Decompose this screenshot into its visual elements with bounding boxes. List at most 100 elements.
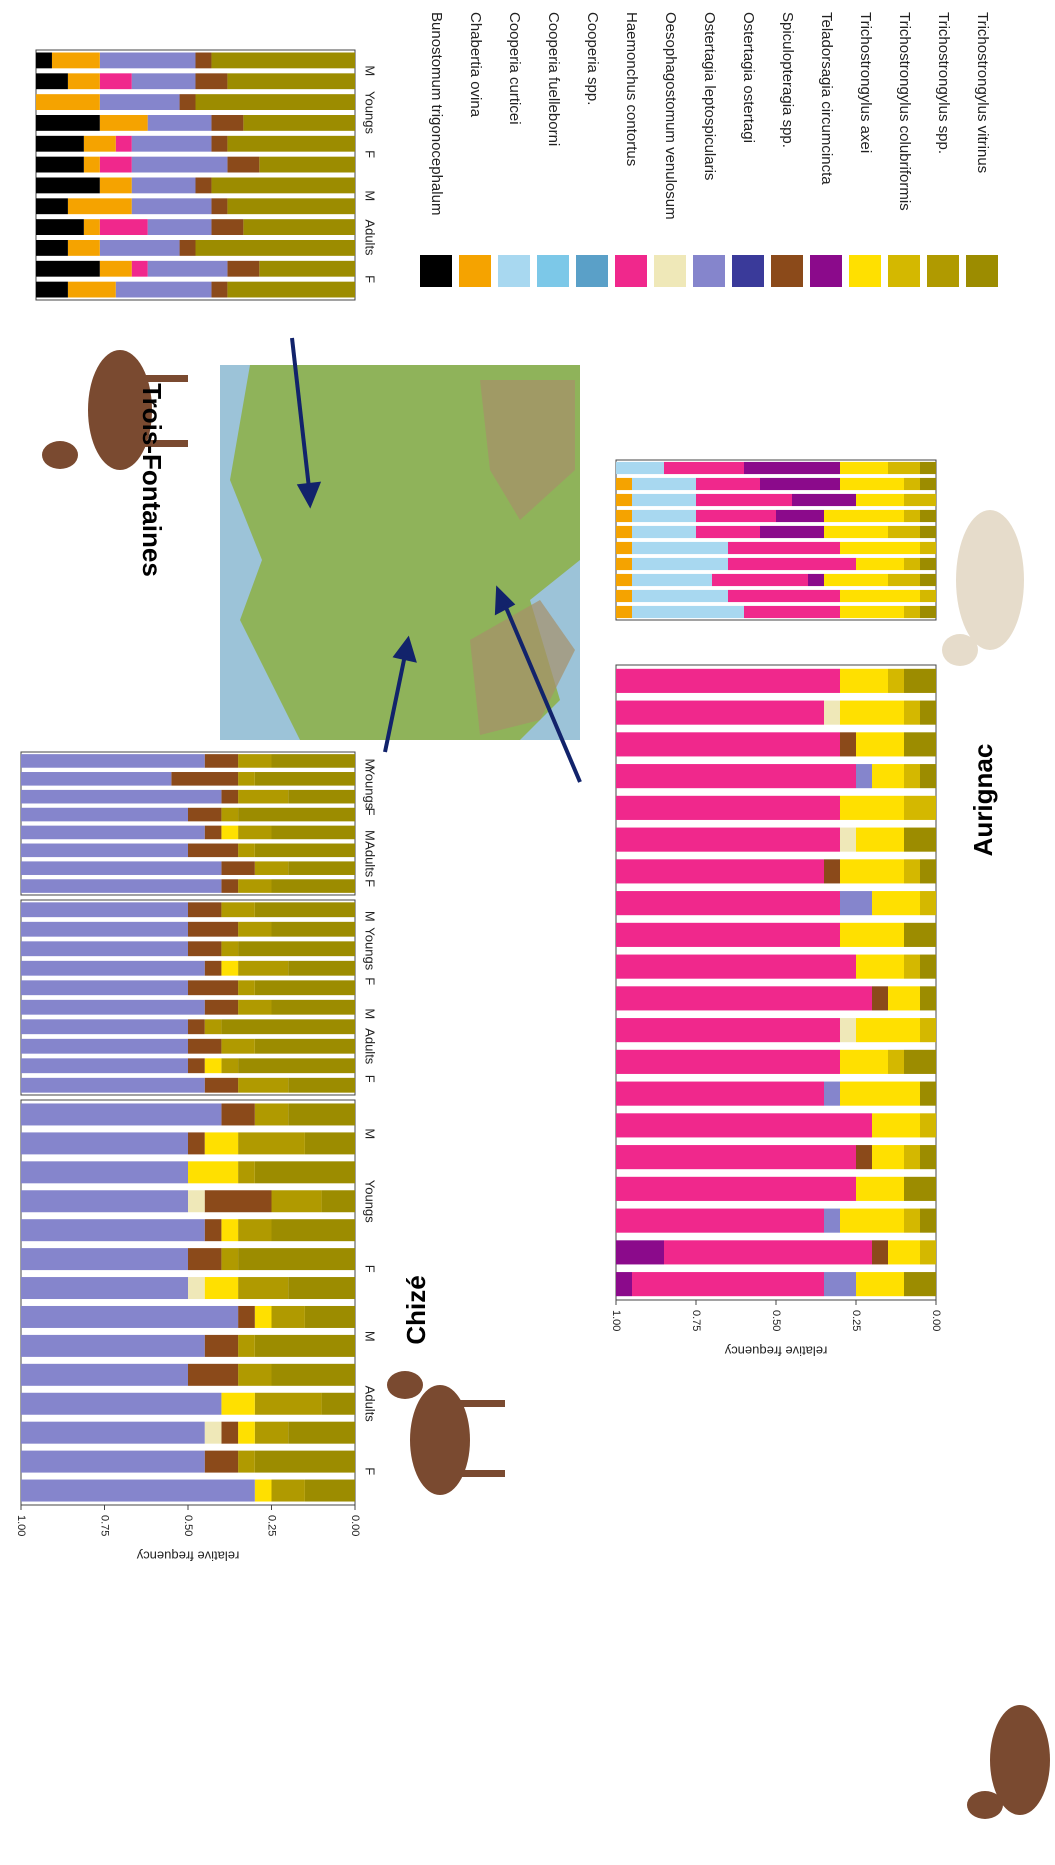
bar-segment (304, 1479, 355, 1502)
bar-segment (195, 52, 212, 69)
bar-segment (195, 177, 212, 194)
group-label: M (363, 65, 378, 76)
bar-segment (238, 879, 272, 893)
bar-segment (221, 807, 239, 822)
bar-segment (616, 1272, 632, 1297)
bar-segment (920, 605, 936, 619)
bar-segment (920, 525, 936, 539)
bar-segment (21, 1219, 205, 1242)
bar-segment (904, 1272, 936, 1297)
bar-segment (632, 589, 728, 603)
bar-segment (21, 789, 222, 804)
bar-segment (856, 732, 904, 757)
bar-segment (21, 1450, 205, 1473)
legend-label: Haemonchus contortus (623, 12, 640, 166)
bar-segment (288, 789, 355, 804)
bar-segment (238, 754, 272, 768)
bar-segment (254, 1038, 355, 1054)
bar-segment (840, 477, 904, 491)
bar-segment (840, 795, 904, 820)
legend-label: Chabertia ovina (467, 12, 484, 118)
tick-label: 0.25 (266, 1515, 278, 1536)
bar-segment (243, 219, 355, 235)
chamois (42, 350, 188, 470)
bar-segment (238, 960, 289, 976)
legend-swatch (654, 255, 686, 287)
bar-segment (188, 1058, 205, 1074)
panel-title: Chizé (401, 1275, 431, 1344)
bar-segment (238, 1450, 255, 1473)
tick-label: 0.75 (99, 1515, 111, 1536)
bar-segment (904, 605, 920, 619)
bar-segment (840, 1208, 904, 1233)
bar-segment (238, 1334, 255, 1357)
bar-segment (856, 1176, 904, 1201)
bar-segment (856, 827, 904, 852)
arrow-head (392, 635, 417, 663)
bar-segment (616, 461, 664, 475)
bar-segment (288, 1277, 355, 1300)
bar-segment (36, 219, 84, 235)
bar-segment (254, 772, 355, 786)
bar-segment (840, 732, 856, 757)
bar-segment (211, 198, 228, 215)
bar-segment (21, 1038, 188, 1054)
bar-segment (808, 573, 824, 587)
bar-segment (238, 1363, 272, 1386)
legend-swatch (849, 255, 881, 287)
arrows (290, 337, 582, 783)
bar-segment (288, 960, 355, 976)
bar-segment (36, 281, 68, 298)
bar-segment (21, 807, 188, 822)
bar-segment (204, 999, 239, 1015)
bar-segment (36, 52, 52, 69)
bar-segment (840, 461, 888, 475)
bar-segment (616, 557, 632, 571)
bar-segment (840, 859, 904, 884)
legend-label: Trichostrongylus vitrinus (974, 12, 991, 173)
group-label: F (363, 1467, 378, 1475)
bar-segment (21, 999, 205, 1015)
bar-segment (238, 807, 355, 822)
bar-segment (254, 1161, 355, 1184)
bar-segment (83, 135, 116, 152)
bar-segment (824, 1208, 840, 1233)
group-label: F (363, 879, 378, 887)
bar-segment (36, 198, 68, 215)
tick-label: 0.50 (770, 1310, 782, 1331)
bar-segment (227, 156, 260, 173)
bar-segment (188, 1190, 205, 1213)
map-relief (480, 380, 575, 520)
bar-segment (904, 954, 920, 979)
bar-segment (36, 240, 68, 256)
bar-segment (616, 1049, 840, 1074)
bar-segment (21, 1334, 205, 1357)
bar-segment (21, 843, 188, 858)
bar-segment (83, 156, 100, 173)
panel-title: Aurignac (968, 744, 998, 857)
bar-segment (211, 115, 244, 131)
bar-segment (67, 198, 132, 215)
bar-segment (856, 557, 904, 571)
bar-segment (616, 1208, 824, 1233)
bar-segment (238, 1248, 355, 1271)
bar-segment (131, 198, 212, 215)
group-label: Youngs (363, 91, 378, 134)
bar-segment (760, 525, 824, 539)
bar-segment (51, 52, 100, 69)
bar-segment (696, 525, 760, 539)
group-label: F (363, 977, 378, 985)
bar-segment (616, 922, 840, 947)
bar-segment (616, 795, 840, 820)
legend-label: Oesophagostomum venulosum (662, 12, 679, 220)
bar-segment (179, 94, 196, 110)
bar-segment (824, 859, 840, 884)
bar-segment (888, 1240, 920, 1265)
bar-segment (238, 1132, 305, 1155)
legend-swatch (615, 255, 647, 287)
bar-segment (227, 135, 355, 152)
legend-label: Cooperia fuelleborni (545, 12, 562, 146)
bar-segment (840, 668, 888, 693)
bar-segment (840, 1018, 856, 1043)
